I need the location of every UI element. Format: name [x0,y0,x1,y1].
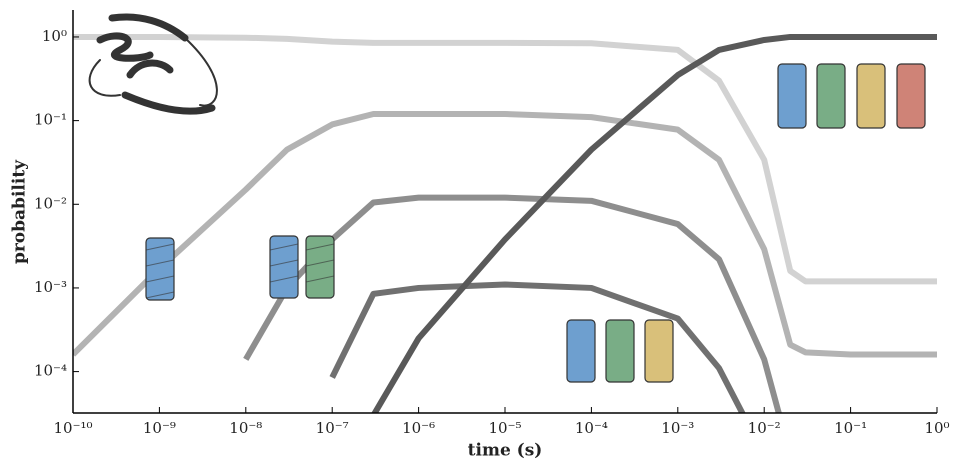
x-tick-label: 10⁻⁴ [575,419,608,437]
x-tick-label: 10⁻⁹ [143,419,176,437]
y-tick-label: 10⁻⁴ [34,362,67,380]
x-tick-label: 10⁻¹⁰ [53,419,92,437]
y-axis-label: probability [10,159,30,264]
x-tick-label: 10⁻⁸ [229,419,262,437]
x-tick-label: 10⁻³ [661,419,694,437]
y-tick-label: 10⁻² [34,194,67,212]
series-line [329,281,746,413]
series-line [371,33,937,413]
illustrations [88,13,926,383]
x-tick-label: 10⁻² [748,419,781,437]
x-axis-label: time (s) [468,441,543,461]
y-tick-label: 10⁰ [42,27,67,45]
x-tick-label: 10⁻¹ [834,419,867,437]
x-tick-label: 10⁻⁶ [402,419,435,437]
x-tick-label: 10⁰ [924,419,949,437]
plot-area [73,33,937,413]
y-tick-label: 10⁻³ [34,278,67,296]
x-tick-label: 10⁻⁵ [488,419,521,437]
helix-1 [145,237,175,301]
helix-3 [566,319,674,383]
helix-2 [269,235,335,299]
x-tick-label: 10⁻⁷ [316,419,349,437]
y-tick-label: 10⁻¹ [34,111,67,129]
helix-4 [777,63,926,129]
series-line [73,110,937,358]
series-line [73,33,937,285]
unfolded-chain [88,13,218,115]
